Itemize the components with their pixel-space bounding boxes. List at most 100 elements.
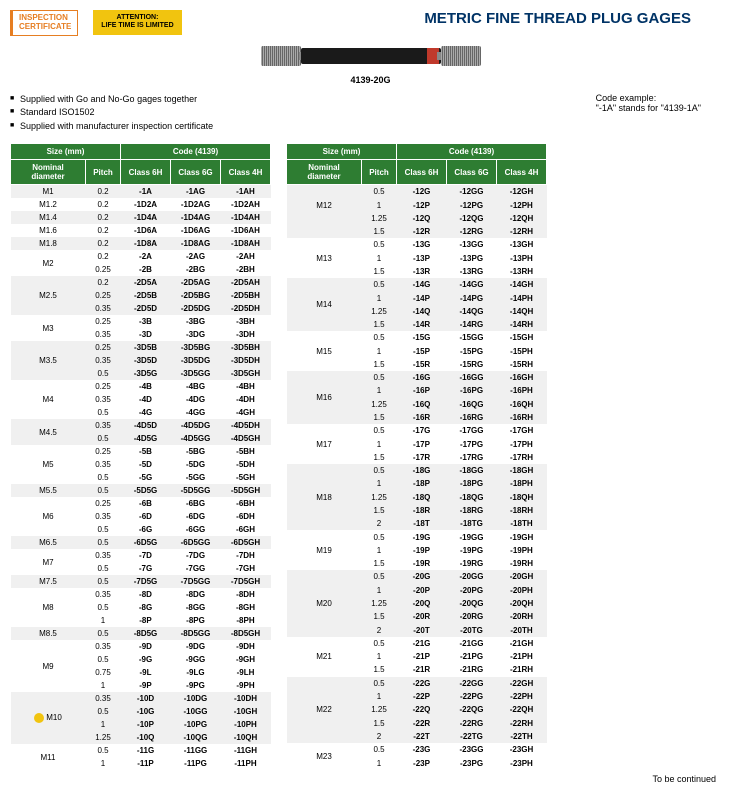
- data-cell: 1.5: [362, 411, 397, 424]
- diameter-cell: M2.5: [11, 276, 86, 315]
- table-row: M170.5-17G-17GG-17GH: [287, 424, 547, 437]
- data-cell: -11GG: [171, 744, 221, 757]
- data-cell: -11GH: [221, 744, 271, 757]
- data-cell: -23GG: [447, 743, 497, 756]
- data-cell: 0.35: [86, 510, 121, 523]
- diameter-cell: M17: [287, 424, 362, 464]
- c4h-header: Class 4H: [497, 160, 547, 185]
- table-row: M10.2-1A-1AG-1AH: [11, 185, 271, 199]
- data-cell: -4D5DG: [171, 419, 221, 432]
- code-header: Code (4139): [397, 144, 547, 160]
- data-cell: -7GG: [171, 562, 221, 575]
- data-cell: 1: [362, 690, 397, 703]
- data-cell: -4GG: [171, 406, 221, 419]
- data-cell: -20TH: [497, 623, 547, 636]
- data-cell: -18P: [397, 477, 447, 490]
- data-cell: -19GG: [447, 530, 497, 543]
- diameter-cell: M10: [11, 692, 86, 744]
- diameter-cell: M1.4: [11, 211, 86, 224]
- data-cell: -3D5D: [121, 354, 171, 367]
- data-cell: -18GH: [497, 464, 547, 477]
- data-cell: -19R: [397, 557, 447, 570]
- data-cell: -10D: [121, 692, 171, 705]
- data-cell: -2D5B: [121, 289, 171, 302]
- data-cell: -8D5GH: [221, 627, 271, 640]
- data-cell: -23PH: [497, 756, 547, 770]
- data-cell: -2BG: [171, 263, 221, 276]
- data-cell: -10DH: [221, 692, 271, 705]
- data-cell: 1: [362, 291, 397, 304]
- diameter-cell: M8: [11, 588, 86, 627]
- data-cell: -9DG: [171, 640, 221, 653]
- diameter-cell: M2: [11, 250, 86, 276]
- data-cell: -20TG: [447, 623, 497, 636]
- data-cell: -18T: [397, 517, 447, 530]
- data-cell: -2D5BH: [221, 289, 271, 302]
- data-cell: -5GH: [221, 471, 271, 484]
- data-cell: -5D: [121, 458, 171, 471]
- data-cell: -15PG: [447, 344, 497, 357]
- data-cell: -10PH: [221, 718, 271, 731]
- data-cell: -20GG: [447, 570, 497, 583]
- diameter-cell: M22: [287, 677, 362, 743]
- data-cell: 0.2: [86, 250, 121, 263]
- data-cell: -5G: [121, 471, 171, 484]
- data-cell: -16RH: [497, 411, 547, 424]
- data-cell: -7D5GG: [171, 575, 221, 588]
- data-cell: -3D5BG: [171, 341, 221, 354]
- data-cell: -9G: [121, 653, 171, 666]
- diameter-cell: M23: [287, 743, 362, 770]
- header: INSPECTIONCERTIFICATE ATTENTION:LIFE TIM…: [10, 10, 731, 36]
- data-cell: 0.5: [86, 653, 121, 666]
- diameter-cell: M7.5: [11, 575, 86, 588]
- data-cell: -2D5A: [121, 276, 171, 289]
- highlight-marker-icon: [34, 713, 44, 723]
- data-cell: 0.2: [86, 276, 121, 289]
- data-cell: 1.5: [362, 557, 397, 570]
- data-cell: -16RG: [447, 411, 497, 424]
- data-cell: -2D5D: [121, 302, 171, 315]
- data-cell: -10G: [121, 705, 171, 718]
- spec-table-left: Size (mm)Code (4139)Nominal diameterPitc…: [10, 143, 271, 770]
- data-cell: 1.5: [362, 504, 397, 517]
- data-cell: -5D5G: [121, 484, 171, 497]
- data-cell: -15GG: [447, 331, 497, 344]
- data-cell: -1D8A: [121, 237, 171, 250]
- table-row: M80.35-8D-8DG-8DH: [11, 588, 271, 601]
- data-cell: -6D5GH: [221, 536, 271, 549]
- data-cell: -19RH: [497, 557, 547, 570]
- data-cell: -1D2A: [121, 198, 171, 211]
- data-cell: -9LH: [221, 666, 271, 679]
- data-cell: -18QG: [447, 491, 497, 504]
- diameter-cell: M9: [11, 640, 86, 692]
- data-cell: -4BG: [171, 380, 221, 393]
- data-cell: 0.35: [86, 393, 121, 406]
- bullet-item: Supplied with Go and No-Go gages togethe…: [10, 93, 213, 107]
- data-cell: -15GH: [497, 331, 547, 344]
- data-cell: -5D5GH: [221, 484, 271, 497]
- data-cell: 1.25: [362, 398, 397, 411]
- data-cell: -12PH: [497, 198, 547, 211]
- data-cell: -21GH: [497, 637, 547, 650]
- data-cell: -15RG: [447, 358, 497, 371]
- table-row: M200.5-20G-20GG-20GH: [287, 570, 547, 583]
- table-row: M50.25-5B-5BG-5BH: [11, 445, 271, 458]
- data-cell: -7DG: [171, 549, 221, 562]
- data-cell: -3D5DG: [171, 354, 221, 367]
- data-cell: -6BH: [221, 497, 271, 510]
- data-cell: -7DH: [221, 549, 271, 562]
- data-cell: -2AG: [171, 250, 221, 263]
- data-cell: -10Q: [121, 731, 171, 744]
- data-cell: -4D: [121, 393, 171, 406]
- diameter-cell: M7: [11, 549, 86, 575]
- data-cell: -20PH: [497, 584, 547, 597]
- data-cell: -6D5G: [121, 536, 171, 549]
- table-row: M230.5-23G-23GG-23GH: [287, 743, 547, 756]
- c6h-header: Class 6H: [397, 160, 447, 185]
- data-cell: -19G: [397, 530, 447, 543]
- data-cell: 1: [362, 477, 397, 490]
- data-cell: -3D5BH: [221, 341, 271, 354]
- data-cell: 0.35: [86, 640, 121, 653]
- data-cell: -6GG: [171, 523, 221, 536]
- data-cell: -4D5D: [121, 419, 171, 432]
